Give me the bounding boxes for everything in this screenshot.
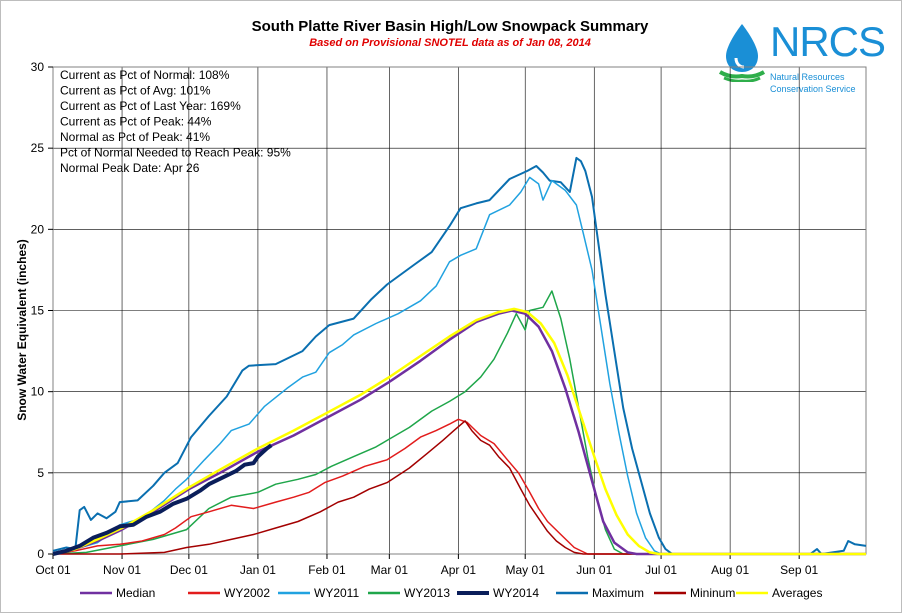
y-tick-label: 20 xyxy=(31,222,45,236)
grid-lines xyxy=(53,67,866,554)
series-line-median xyxy=(52,309,866,556)
x-tick-label: Oct 01 xyxy=(35,563,71,577)
series-line-maximum xyxy=(52,156,867,555)
legend-label: WY2002 xyxy=(224,586,270,600)
y-tick-label: 10 xyxy=(31,385,45,399)
x-tick-label: Feb 01 xyxy=(308,563,346,577)
stats-block: Current as Pct of Normal: 108% Current as… xyxy=(60,68,291,175)
legend-label: Median xyxy=(116,586,155,600)
series-line-wy2011 xyxy=(52,176,866,555)
series-line-averages xyxy=(52,307,866,556)
legend-label: WY2014 xyxy=(493,586,539,600)
series-line-wy2002 xyxy=(52,418,866,555)
chart-subtitle: Based on Provisional SNOTEL data as of J… xyxy=(309,37,591,49)
x-tick-label: Apr 01 xyxy=(441,563,477,577)
legend-label: Mininum xyxy=(690,586,735,600)
y-tick-label: 5 xyxy=(37,466,44,480)
stat-line: Current as Pct of Avg: 101% xyxy=(60,84,211,98)
chart-title: South Platte River Basin High/Low Snowpa… xyxy=(251,18,649,35)
x-tick-label: Dec 01 xyxy=(170,563,208,577)
legend-label: WY2013 xyxy=(404,586,450,600)
y-axis-label: Snow Water Equivalent (inches) xyxy=(15,239,29,421)
legend-label: Maximum xyxy=(592,586,644,600)
x-tick-label: Sep 01 xyxy=(780,563,818,577)
x-tick-label: Aug 01 xyxy=(711,563,749,577)
x-tick-label: Jan 01 xyxy=(240,563,276,577)
y-tick-label: 25 xyxy=(31,141,45,155)
axes: Oct 01 Nov 01 Dec 01 Jan 01 Feb 01 Mar 01 Apr … xyxy=(31,60,867,577)
logo-subtitle-line1: Natural Resources xyxy=(770,72,845,82)
y-tick-label: 0 xyxy=(37,547,44,561)
nrcs-logo: NRCS Natural Resources Conservation Serv… xyxy=(716,18,886,100)
y-tick-label: 30 xyxy=(31,60,45,74)
x-tick-label: Jun 01 xyxy=(576,563,612,577)
stat-line: Current as Pct of Normal: 108% xyxy=(60,68,230,82)
x-tick-label: Jul 01 xyxy=(645,563,677,577)
series-line-wy2014 xyxy=(52,443,273,556)
legend-label: Averages xyxy=(772,586,822,600)
stat-line: Current as Pct of Peak: 44% xyxy=(60,115,212,129)
water-drop-icon xyxy=(718,24,766,82)
x-tick-label: May 01 xyxy=(506,563,546,577)
x-tick-label: Nov 01 xyxy=(103,563,141,577)
stat-line: Normal as Pct of Peak: 41% xyxy=(60,130,210,144)
logo-wordmark: NRCS xyxy=(770,18,886,65)
legend: Median WY2002 WY2011 WY2013 WY2014 Maximum Min… xyxy=(80,586,822,600)
stat-line: Normal Peak Date: Apr 26 xyxy=(60,161,200,175)
series-lines xyxy=(52,156,867,556)
stat-line: Pct of Normal Needed to Reach Peak: 95% xyxy=(60,146,291,160)
x-tick-label: Mar 01 xyxy=(371,563,409,577)
legend-label: WY2011 xyxy=(314,586,359,600)
series-line-minimum xyxy=(53,420,866,555)
stat-line: Current as Pct of Last Year: 169% xyxy=(60,99,241,113)
y-tick-label: 15 xyxy=(31,304,45,318)
logo-subtitle-line2: Conservation Service xyxy=(770,84,856,94)
